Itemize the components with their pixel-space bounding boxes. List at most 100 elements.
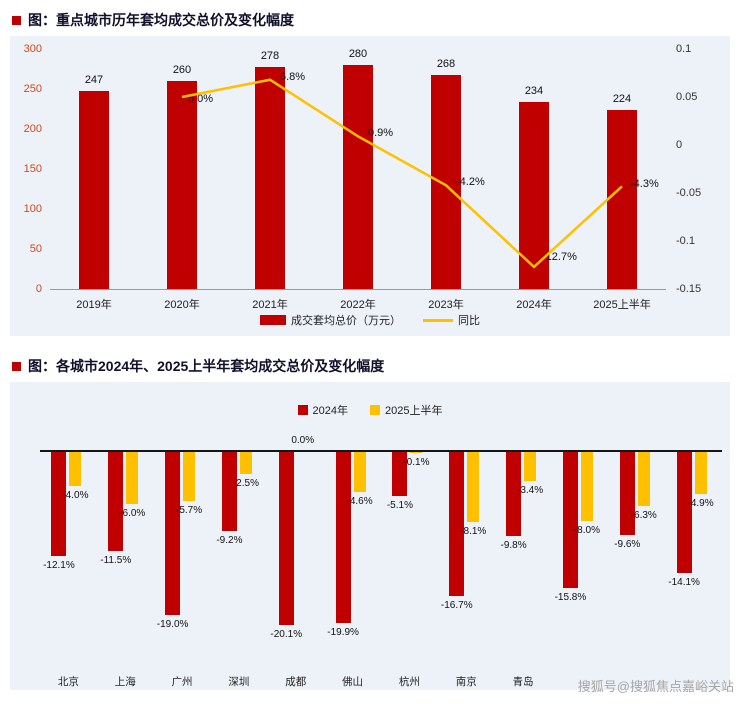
chart1-plot-area: 0 50 100 150 200 250 300 0.1 0.05 0 -0.05 -0.1 -0.15… (10, 36, 730, 336)
x-axis-label: 2023年 (428, 299, 464, 311)
bar-2024 (278, 452, 294, 625)
bar-value-label: 247 (84, 74, 104, 87)
value-label-2025h1: -6.0% (119, 507, 146, 519)
city-label: 成都 (285, 676, 307, 688)
value-label-2024: -16.7% (440, 599, 473, 611)
chart2-title: 图：各城市2024年、2025上半年套均成交总价及变化幅度 (12, 356, 740, 376)
yoy-point-label: 5.0% (188, 93, 214, 105)
city-label: 广州 (171, 676, 193, 688)
x-axis-label: 2021年 (252, 299, 288, 311)
legend-item-2025h1: 2025上半年 (370, 402, 442, 418)
bar-2024 (619, 452, 635, 535)
bar-2024 (221, 452, 237, 532)
chart2-plot-area: -12.1% -4.0% 北京 -11.5% -6.0% 上海 -19.0% -5.7% 广州 -… (10, 382, 730, 690)
chart2-title-text: 图：各城市2024年、2025上半年套均成交总价及变化幅度 (28, 358, 385, 374)
price-bar (607, 109, 637, 289)
price-bar (79, 91, 109, 289)
title-bullet-icon (12, 15, 21, 25)
value-label-2025h1: -8.1% (460, 525, 487, 537)
bar-2024 (165, 452, 181, 616)
value-label-2024: -15.8% (554, 591, 587, 603)
bar-2025h1 (694, 452, 707, 495)
city-label: 青岛 (512, 676, 534, 688)
x-axis-label: 2022年 (340, 299, 376, 311)
left-axis-tick: 0 (35, 283, 42, 295)
yoy-point-label: 6.8% (280, 70, 306, 83)
bar-2025h1 (183, 452, 196, 502)
bar-series-swatch (260, 315, 286, 325)
right-axis-tick: 0 (676, 139, 683, 151)
bar-2025h1 (524, 452, 537, 482)
left-axis-tick: 50 (29, 243, 42, 255)
bar-2025h1 (637, 452, 650, 507)
value-label-2025h1: 0.0% (291, 435, 315, 446)
right-axis-tick: -0.1 (676, 235, 695, 247)
bar-2024 (562, 452, 578, 588)
bar-value-label: 224 (612, 92, 632, 105)
value-label-2025h1: -8.0% (573, 524, 600, 536)
left-axis-tick: 100 (23, 203, 42, 215)
price-bar (255, 66, 285, 289)
price-bar (167, 81, 197, 289)
right-axis-tick: 0.1 (676, 43, 692, 55)
city-label: 佛山 (342, 676, 364, 688)
left-axis-tick: 300 (23, 43, 42, 55)
bar-2024 (449, 452, 465, 596)
title-bullet-icon (12, 361, 21, 371)
bar-2024 (506, 452, 522, 537)
series-2024-label: 2024年 (312, 405, 348, 417)
chart2-legend: 2024年 2025上半年 (10, 402, 730, 418)
value-label-2024: -14.1% (668, 577, 700, 589)
chart1-title-text: 图：重点城市历年套均成交总价及变化幅度 (28, 12, 294, 28)
bar-2024 (676, 452, 692, 574)
value-label-2024: -5.1% (386, 499, 413, 511)
city-label: 北京 (57, 676, 79, 688)
bar-value-label: 260 (172, 64, 192, 76)
city-label: 深圳 (228, 676, 250, 688)
series-2025h1-swatch (370, 405, 380, 415)
right-axis-tick: 0.05 (676, 91, 698, 103)
bar-value-label: 268 (436, 57, 456, 70)
price-bar (431, 74, 461, 289)
value-label-2024: -19.0% (156, 619, 189, 631)
city-label: 杭州 (398, 676, 420, 688)
legend-item-yoy: 同比 (423, 312, 480, 328)
value-label-2024: -20.1% (270, 628, 303, 640)
yoy-point-label: -12.7% (542, 250, 577, 263)
bar-series-label: 成交套均总价（万元） (291, 315, 401, 327)
yoy-point-label: 0.9% (368, 127, 394, 140)
bar-2024 (335, 452, 351, 624)
line-series-swatch (423, 318, 453, 322)
chart2-panel: -12.1% -4.0% 北京 -11.5% -6.0% 上海 -19.0% -5.7% 广州 -… (10, 382, 730, 690)
series-2024-swatch (297, 405, 308, 415)
value-label-2024: -11.5% (100, 554, 132, 566)
price-bar (343, 65, 373, 289)
bar-2025h1 (239, 452, 252, 474)
legend-item-price: 成交套均总价（万元） (260, 312, 401, 328)
value-label-2024: -9.6% (614, 538, 641, 550)
left-axis-tick: 200 (23, 123, 42, 135)
series-2025h1-label: 2025上半年 (385, 405, 443, 417)
x-axis-label: 2019年 (76, 299, 112, 311)
x-axis-label: 2020年 (164, 299, 200, 311)
bar-value-label: 234 (524, 84, 544, 97)
zero-axis-line (40, 450, 722, 452)
bar-value-label: 278 (260, 49, 280, 62)
chart1-title: 图：重点城市历年套均成交总价及变化幅度 (12, 10, 740, 30)
value-label-2025h1: -4.6% (346, 495, 373, 507)
city-label: 上海 (114, 676, 136, 688)
value-label-2024: -19.9% (327, 627, 359, 639)
value-label-2025h1: -5.7% (176, 505, 203, 517)
bar-2025h1 (467, 452, 480, 522)
bar-2025h1 (353, 452, 366, 492)
bar-2024 (392, 452, 408, 496)
yoy-point-label: -4.2% (456, 176, 485, 189)
bar-2024 (108, 452, 124, 551)
value-label-2025h1: -4.0% (62, 490, 89, 502)
bar-value-label: 280 (348, 48, 368, 60)
value-label-2025h1: -2.5% (232, 477, 259, 489)
left-axis-tick: 150 (23, 163, 42, 175)
report-page: 图：重点城市历年套均成交总价及变化幅度 0 50 100 150 200 250 300 0.… (0, 10, 740, 694)
x-axis-label: 2025上半年 (593, 299, 651, 311)
left-axis-tick: 250 (23, 83, 42, 95)
